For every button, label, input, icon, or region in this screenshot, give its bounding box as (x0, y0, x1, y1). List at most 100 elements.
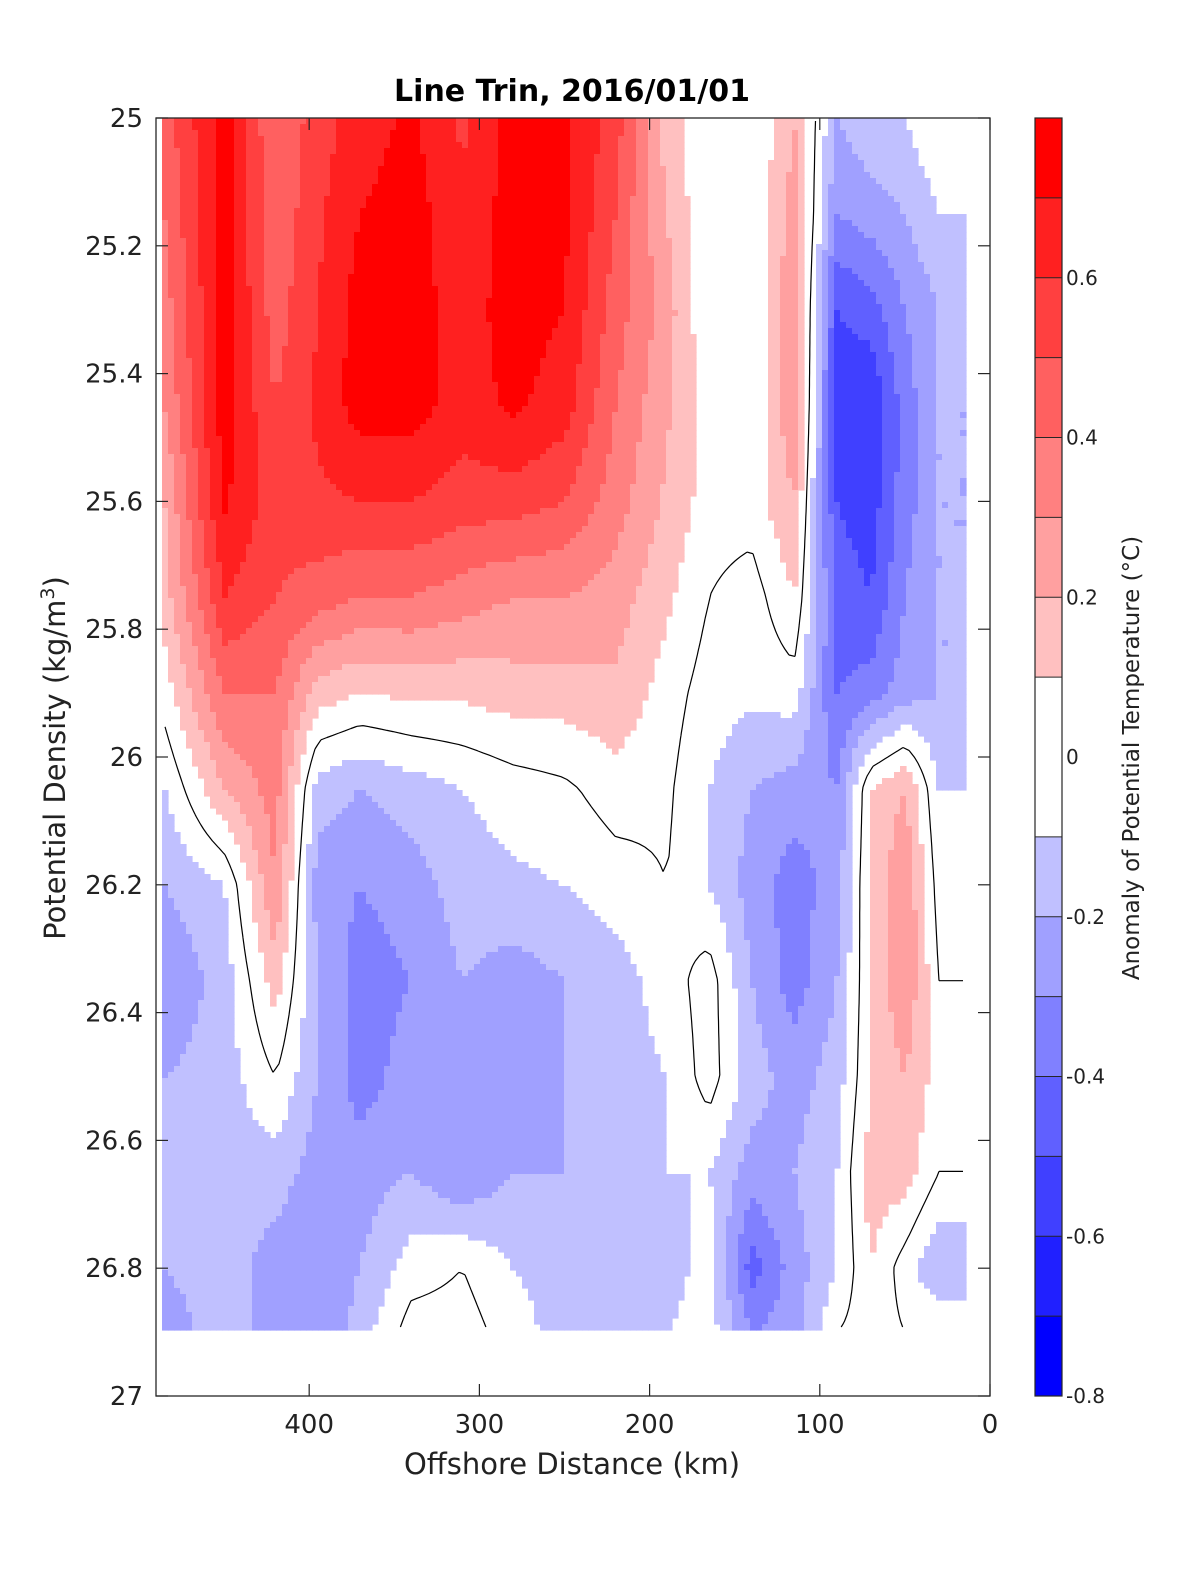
contour-cell (768, 256, 775, 263)
contour-cell (504, 184, 511, 191)
contour-cell (300, 334, 307, 341)
contour-cell (384, 142, 391, 149)
contour-cell (306, 226, 313, 233)
contour-cell (528, 310, 535, 317)
contour-cell (552, 340, 559, 347)
contour-cell (630, 256, 637, 263)
contour-cell (882, 160, 889, 167)
contour-cell (864, 232, 871, 239)
contour-cell (414, 172, 421, 179)
contour-cell (786, 256, 793, 263)
contour-cell (498, 340, 505, 347)
contour-cell (780, 244, 787, 251)
contour-cell (918, 178, 925, 185)
contour-cell (264, 340, 271, 347)
contour-cell (246, 208, 253, 215)
contour-cell (288, 346, 295, 353)
contour-cell (774, 166, 781, 173)
contour-cell (900, 244, 907, 251)
contour-cell (354, 196, 361, 203)
contour-cell (324, 148, 331, 155)
contour-cell (174, 340, 181, 347)
contour-cell (462, 244, 469, 251)
contour-cell (960, 256, 967, 263)
contour-cell (264, 334, 271, 341)
contour-cell (798, 256, 805, 263)
contour-cell (894, 238, 901, 245)
contour-cell (792, 208, 799, 215)
contour-cell (462, 166, 469, 173)
contour-cell (600, 292, 607, 299)
contour-cell (840, 358, 847, 365)
contour-cell (240, 202, 247, 209)
contour-cell (582, 118, 589, 125)
contour-cell (528, 118, 535, 125)
contour-cell (384, 190, 391, 197)
contour-cell (522, 280, 529, 287)
contour-cell (216, 166, 223, 173)
contour-cell (930, 364, 937, 371)
contour-cell (852, 196, 859, 203)
contour-cell (462, 160, 469, 167)
contour-cell (354, 316, 361, 323)
contour-cell (534, 184, 541, 191)
contour-cell (216, 238, 223, 245)
contour-cell (780, 166, 787, 173)
contour-cell (390, 310, 397, 317)
contour-cell (444, 136, 451, 143)
contour-cell (192, 196, 199, 203)
contour-cell (894, 178, 901, 185)
contour-cell (930, 238, 937, 245)
contour-cell (414, 262, 421, 269)
contour-cell (792, 148, 799, 155)
contour-cell (816, 304, 823, 311)
contour-cell (960, 364, 967, 371)
contour-cell (672, 226, 679, 233)
contour-cell (264, 316, 271, 323)
contour-cell (846, 256, 853, 263)
contour-cell (228, 376, 235, 383)
contour-cell (336, 286, 343, 293)
contour-cell (786, 358, 793, 365)
contour-cell (438, 358, 445, 365)
contour-cell (426, 148, 433, 155)
contour-cell (444, 328, 451, 335)
contour-cell (906, 316, 913, 323)
contour-cell (336, 190, 343, 197)
contour-cell (834, 310, 841, 317)
contour-cell (576, 208, 583, 215)
contour-cell (660, 178, 667, 185)
contour-cell (636, 298, 643, 305)
contour-cell (846, 286, 853, 293)
contour-cell (570, 232, 577, 239)
contour-cell (624, 328, 631, 335)
contour-cell (834, 130, 841, 137)
contour-cell (594, 166, 601, 173)
contour-cell (384, 346, 391, 353)
contour-cell (918, 244, 925, 251)
contour-cell (846, 202, 853, 209)
contour-cell (384, 184, 391, 191)
contour-cell (468, 160, 475, 167)
contour-cell (432, 196, 439, 203)
contour-cell (414, 322, 421, 329)
contour-cell (624, 196, 631, 203)
contour-cell (354, 328, 361, 335)
contour-cell (876, 136, 883, 143)
contour-cell (162, 364, 169, 371)
contour-cell (228, 274, 235, 281)
contour-cell (414, 160, 421, 167)
contour-cell (774, 352, 781, 359)
contour-cell (444, 244, 451, 251)
contour-cell (228, 166, 235, 173)
contour-cell (798, 238, 805, 245)
contour-cell (540, 244, 547, 251)
contour-cell (906, 370, 913, 377)
contour-cell (510, 346, 517, 353)
contour-cell (666, 292, 673, 299)
contour-cell (312, 220, 319, 227)
contour-cell (540, 142, 547, 149)
contour-cell (276, 214, 283, 221)
contour-cell (960, 322, 967, 329)
contour-cell (210, 118, 217, 125)
